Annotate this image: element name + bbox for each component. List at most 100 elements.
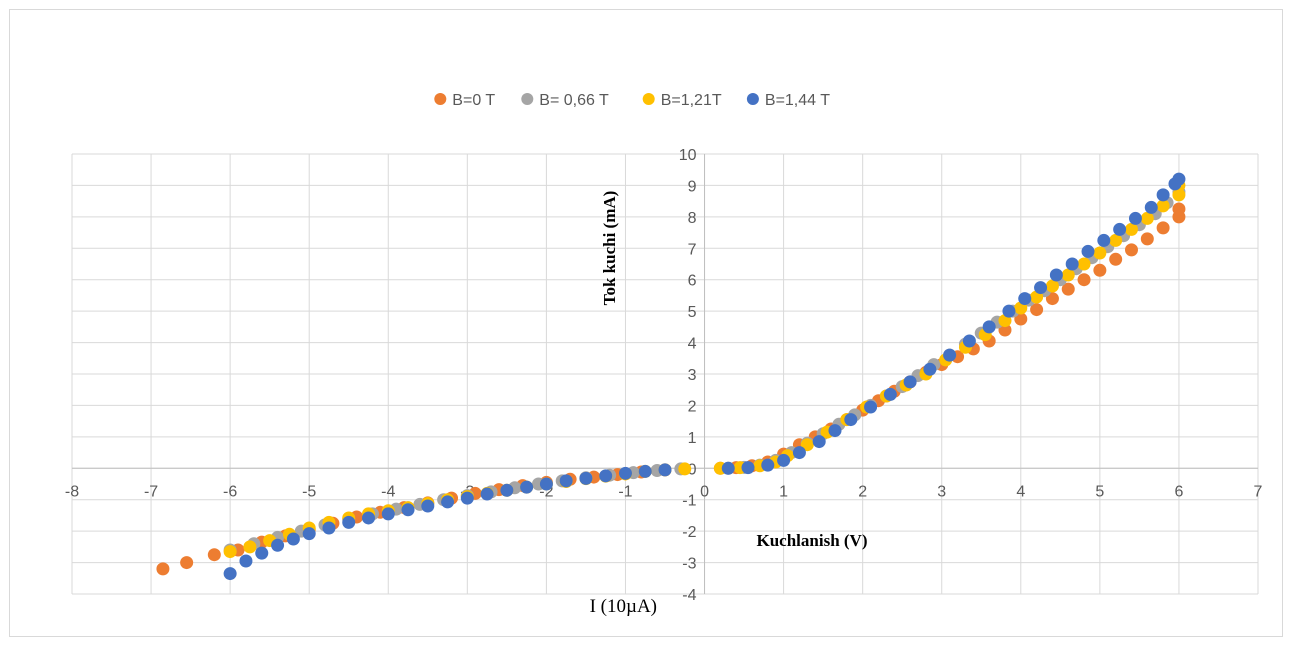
y-tick-label: -4	[682, 587, 696, 604]
data-point	[480, 487, 494, 501]
data-point	[362, 511, 375, 525]
data-point	[1140, 211, 1154, 225]
data-point	[1124, 243, 1138, 257]
data-point	[500, 483, 514, 497]
x-tick-label: 6	[1174, 483, 1183, 500]
x-tick-label: -4	[381, 483, 395, 500]
legend-marker	[521, 93, 534, 105]
data-point	[864, 400, 878, 414]
x-tick-label: 7	[1254, 483, 1263, 500]
legend-marker	[434, 93, 447, 105]
data-point	[180, 556, 194, 570]
y-tick-label: -2	[682, 524, 696, 541]
data-point	[678, 462, 692, 476]
data-point	[800, 438, 814, 452]
data-point	[1002, 304, 1016, 318]
data-point	[1061, 268, 1075, 282]
data-point	[1156, 188, 1170, 202]
data-point	[1156, 221, 1170, 235]
data-point	[658, 463, 672, 477]
data-point	[1077, 257, 1091, 271]
data-point	[1049, 268, 1063, 282]
data-point	[982, 320, 996, 334]
x-tick-label: -5	[302, 483, 316, 500]
y-tick-label: 8	[688, 210, 697, 227]
data-point	[1097, 233, 1111, 247]
data-point	[792, 446, 806, 460]
legend-label: B=1,21T	[661, 92, 722, 109]
y-tick-label: 6	[688, 273, 697, 290]
chart-frame: -8-7-6-5-4-3-2-101234567-4-3-2-101234567…	[9, 9, 1283, 637]
data-point	[1128, 211, 1142, 225]
y-tick-label: -1	[682, 493, 696, 510]
data-point	[923, 362, 937, 376]
legend-label: B= 0,66 T	[539, 92, 609, 109]
y-tick-label: -3	[682, 556, 696, 573]
x-tick-label: -6	[223, 483, 237, 500]
x-tick-label: -1	[618, 483, 632, 500]
gridlines	[71, 153, 1259, 595]
data-point	[962, 334, 976, 348]
data-point	[1113, 222, 1127, 236]
x-tick-label: 1	[779, 483, 788, 500]
data-point	[1077, 273, 1091, 287]
legend-label: B=0 T	[452, 92, 495, 109]
data-point	[903, 375, 917, 389]
x-tick-label: 4	[1016, 483, 1025, 500]
series-0	[156, 202, 1186, 576]
data-point	[1030, 303, 1044, 317]
data-point	[1045, 292, 1059, 306]
y-tick-label: 3	[688, 367, 697, 384]
x-tick-label: 3	[937, 483, 946, 500]
y-tick-label: 9	[688, 178, 697, 195]
data-point	[1034, 281, 1048, 295]
data-point	[1093, 246, 1107, 260]
data-point	[1156, 199, 1170, 213]
data-point	[156, 562, 170, 576]
data-point	[1081, 244, 1095, 258]
data-point	[883, 387, 897, 401]
data-point	[322, 521, 336, 535]
y-axis-title: Tok kuchi (mA)	[600, 191, 619, 306]
data-point	[342, 515, 356, 529]
data-point	[1172, 202, 1186, 216]
y-tick-label: 10	[679, 147, 697, 164]
data-point	[421, 499, 435, 513]
data-point	[618, 466, 632, 480]
data-point	[1018, 292, 1032, 306]
data-point	[1093, 263, 1107, 277]
data-point	[844, 413, 858, 427]
y-tick-label: 4	[688, 336, 697, 353]
data-point	[239, 554, 253, 568]
scatter-chart: -8-7-6-5-4-3-2-101234567-4-3-2-101234567…	[65, 92, 1263, 617]
data-point	[1140, 232, 1154, 246]
x-tick-label: 0	[700, 483, 709, 500]
data-point	[223, 567, 237, 581]
data-point	[271, 538, 285, 552]
data-point	[721, 461, 735, 475]
data-point	[243, 540, 257, 554]
data-point	[381, 507, 395, 521]
data-point	[207, 548, 221, 562]
data-point	[761, 458, 775, 472]
legend-marker	[642, 93, 655, 105]
series-3	[223, 172, 1186, 581]
data-point	[1144, 200, 1158, 214]
legend-marker	[746, 93, 759, 105]
data-point	[943, 348, 957, 362]
y-tick-label: 5	[688, 304, 697, 321]
y-tick-label: 1	[688, 430, 697, 447]
data-point	[460, 491, 474, 505]
tick-labels: -8-7-6-5-4-3-2-101234567-4-3-2-101234567…	[65, 147, 1263, 604]
data-point	[998, 323, 1012, 337]
data-point	[255, 546, 269, 560]
data-point	[741, 461, 755, 475]
data-point	[1109, 233, 1123, 247]
data-point	[401, 503, 415, 517]
x-tick-label: 5	[1095, 483, 1104, 500]
data-points	[156, 172, 1186, 581]
data-point	[777, 453, 791, 467]
y-tick-label: 2	[688, 398, 697, 415]
legend-label: B=1,44 T	[765, 92, 830, 109]
x-tick-label: 2	[858, 483, 867, 500]
